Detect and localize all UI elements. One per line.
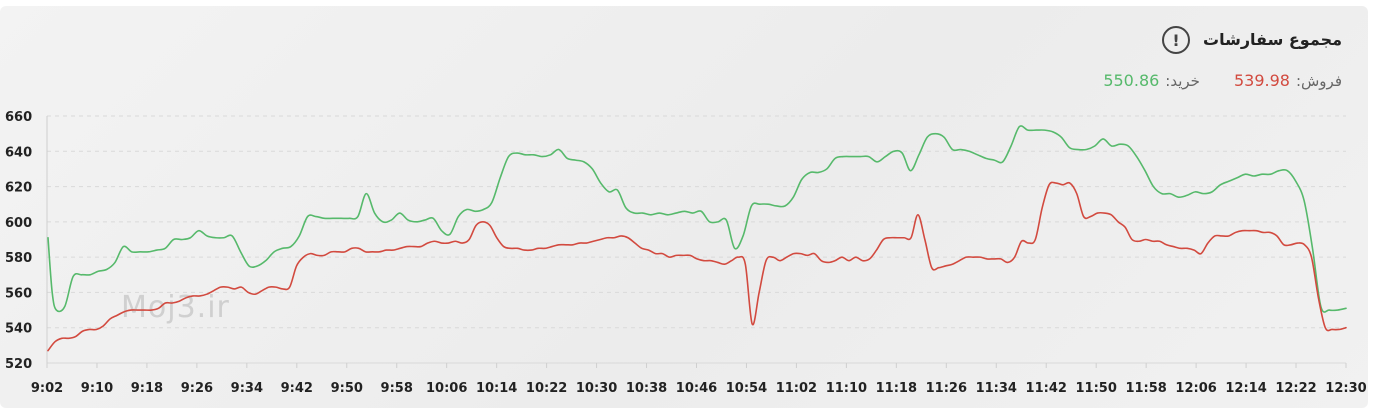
buy-stat: خرید: 550.86 (1103, 71, 1200, 90)
x-tick-label: 9:18 (131, 381, 163, 396)
x-tick-label: 12:14 (1225, 381, 1266, 396)
x-tick-label: 10:30 (576, 381, 617, 396)
y-tick-label: 640 (5, 145, 32, 160)
y-tick-label: 660 (5, 110, 32, 125)
orders-card (0, 6, 1368, 408)
x-tick-label: 10:14 (476, 381, 517, 396)
x-tick-label: 10:22 (526, 381, 567, 396)
y-tick-label: 560 (5, 286, 32, 301)
x-tick-label: 9:26 (181, 381, 213, 396)
x-tick-label: 12:22 (1275, 381, 1316, 396)
x-tick-label: 10:46 (676, 381, 717, 396)
x-axis: 9:02 9:10 9:18 9:26 9:34 9:42 9:50 9:58 10:06 10:… (31, 363, 1367, 396)
x-tick-label: 11:34 (976, 381, 1017, 396)
watermark: Moj3.ir (121, 290, 230, 325)
x-tick-label: 11:18 (876, 381, 917, 396)
card-title: مجموع سفارشات (1203, 30, 1342, 49)
y-tick-label: 540 (5, 322, 32, 337)
x-tick-label: 9:50 (331, 381, 363, 396)
y-tick-label: 520 (5, 357, 32, 372)
stats-row: فروش: 539.98 خرید: 550.86 (1103, 71, 1342, 90)
x-tick-label: 12:06 (1175, 381, 1216, 396)
x-tick-label: 11:58 (1125, 381, 1166, 396)
buy-label: خرید: (1165, 72, 1200, 90)
x-tick-label: 10:54 (726, 381, 767, 396)
x-tick-label: 11:42 (1026, 381, 1067, 396)
x-tick-label: 10:38 (626, 381, 667, 396)
series-line-sell (47, 181, 1347, 352)
buy-value: 550.86 (1103, 71, 1160, 90)
series-lines (47, 125, 1347, 352)
x-tick-label: 9:58 (381, 381, 413, 396)
x-tick-label: 11:26 (926, 381, 967, 396)
x-tick-label: 10:06 (426, 381, 467, 396)
x-tick-label: 12:30 (1325, 381, 1366, 396)
grid-lines (47, 115, 1346, 364)
series-line-buy (47, 125, 1347, 313)
y-tick-label: 620 (5, 181, 32, 196)
sell-stat: فروش: 539.98 (1234, 71, 1342, 90)
y-tick-label: 600 (5, 216, 32, 231)
sell-label: فروش: (1295, 72, 1342, 90)
x-tick-label: 9:10 (81, 381, 113, 396)
x-tick-label: 9:02 (31, 381, 63, 396)
y-axis: 520 540 560 580 600 620 640 660 (5, 110, 48, 372)
x-tick-label: 9:42 (281, 381, 313, 396)
y-tick-label: 580 (5, 251, 32, 266)
sell-value: 539.98 (1233, 71, 1290, 90)
info-icon[interactable]: ! (1162, 26, 1190, 54)
x-tick-label: 9:34 (231, 381, 263, 396)
x-tick-label: 11:50 (1075, 381, 1116, 396)
x-tick-label: 11:02 (776, 381, 817, 396)
x-tick-label: 11:10 (826, 381, 867, 396)
